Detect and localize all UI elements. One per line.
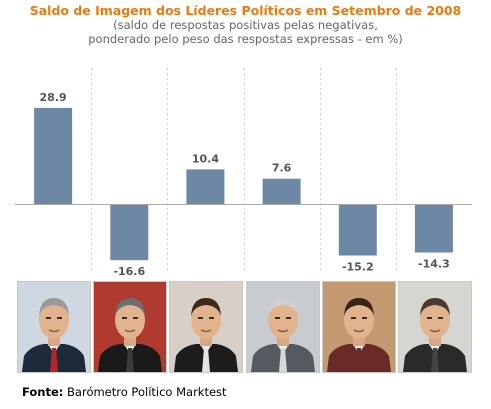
portrait-photo-icon (17, 281, 91, 373)
portrait-photo-icon (93, 281, 167, 373)
bar (34, 107, 73, 204)
bar-value-label: 7.6 (272, 162, 292, 175)
chart-title: Saldo de Imagem dos Líderes Políticos em… (29, 3, 462, 18)
source-text: Barómetro Político Marktest (67, 385, 227, 399)
portrait-photo-icon (246, 281, 320, 373)
chart-subtitle-line-1: (saldo de respostas positivas pelas nega… (113, 18, 378, 32)
bar (338, 205, 377, 256)
bar (262, 178, 301, 204)
leader-portraits-row (0, 279, 491, 373)
portrait-photo-icon (398, 281, 472, 373)
chart-subtitle: (saldo de respostas positivas pelas nega… (0, 18, 491, 46)
bar-value-label: 28.9 (40, 91, 67, 104)
bar (186, 169, 225, 204)
portrait-photo-icon (169, 281, 243, 373)
bar-chart: 28.9 -16.6 10.4 7.6 -15.2 -14.3 (15, 68, 472, 278)
chart-subtitle-line-2: ponderado pelo peso das respostas expres… (88, 32, 403, 46)
bar-value-label: 10.4 (192, 152, 219, 165)
bar-value-label: -16.6 (113, 265, 145, 278)
source-label: Fonte: (22, 385, 64, 399)
bar (414, 205, 453, 253)
bar-value-label: -15.2 (342, 261, 374, 274)
source-note: Fonte: Barómetro Político Marktest (22, 385, 227, 399)
portrait-photo-icon (322, 281, 396, 373)
bar (110, 205, 149, 261)
bar-value-label: -14.3 (418, 258, 450, 271)
